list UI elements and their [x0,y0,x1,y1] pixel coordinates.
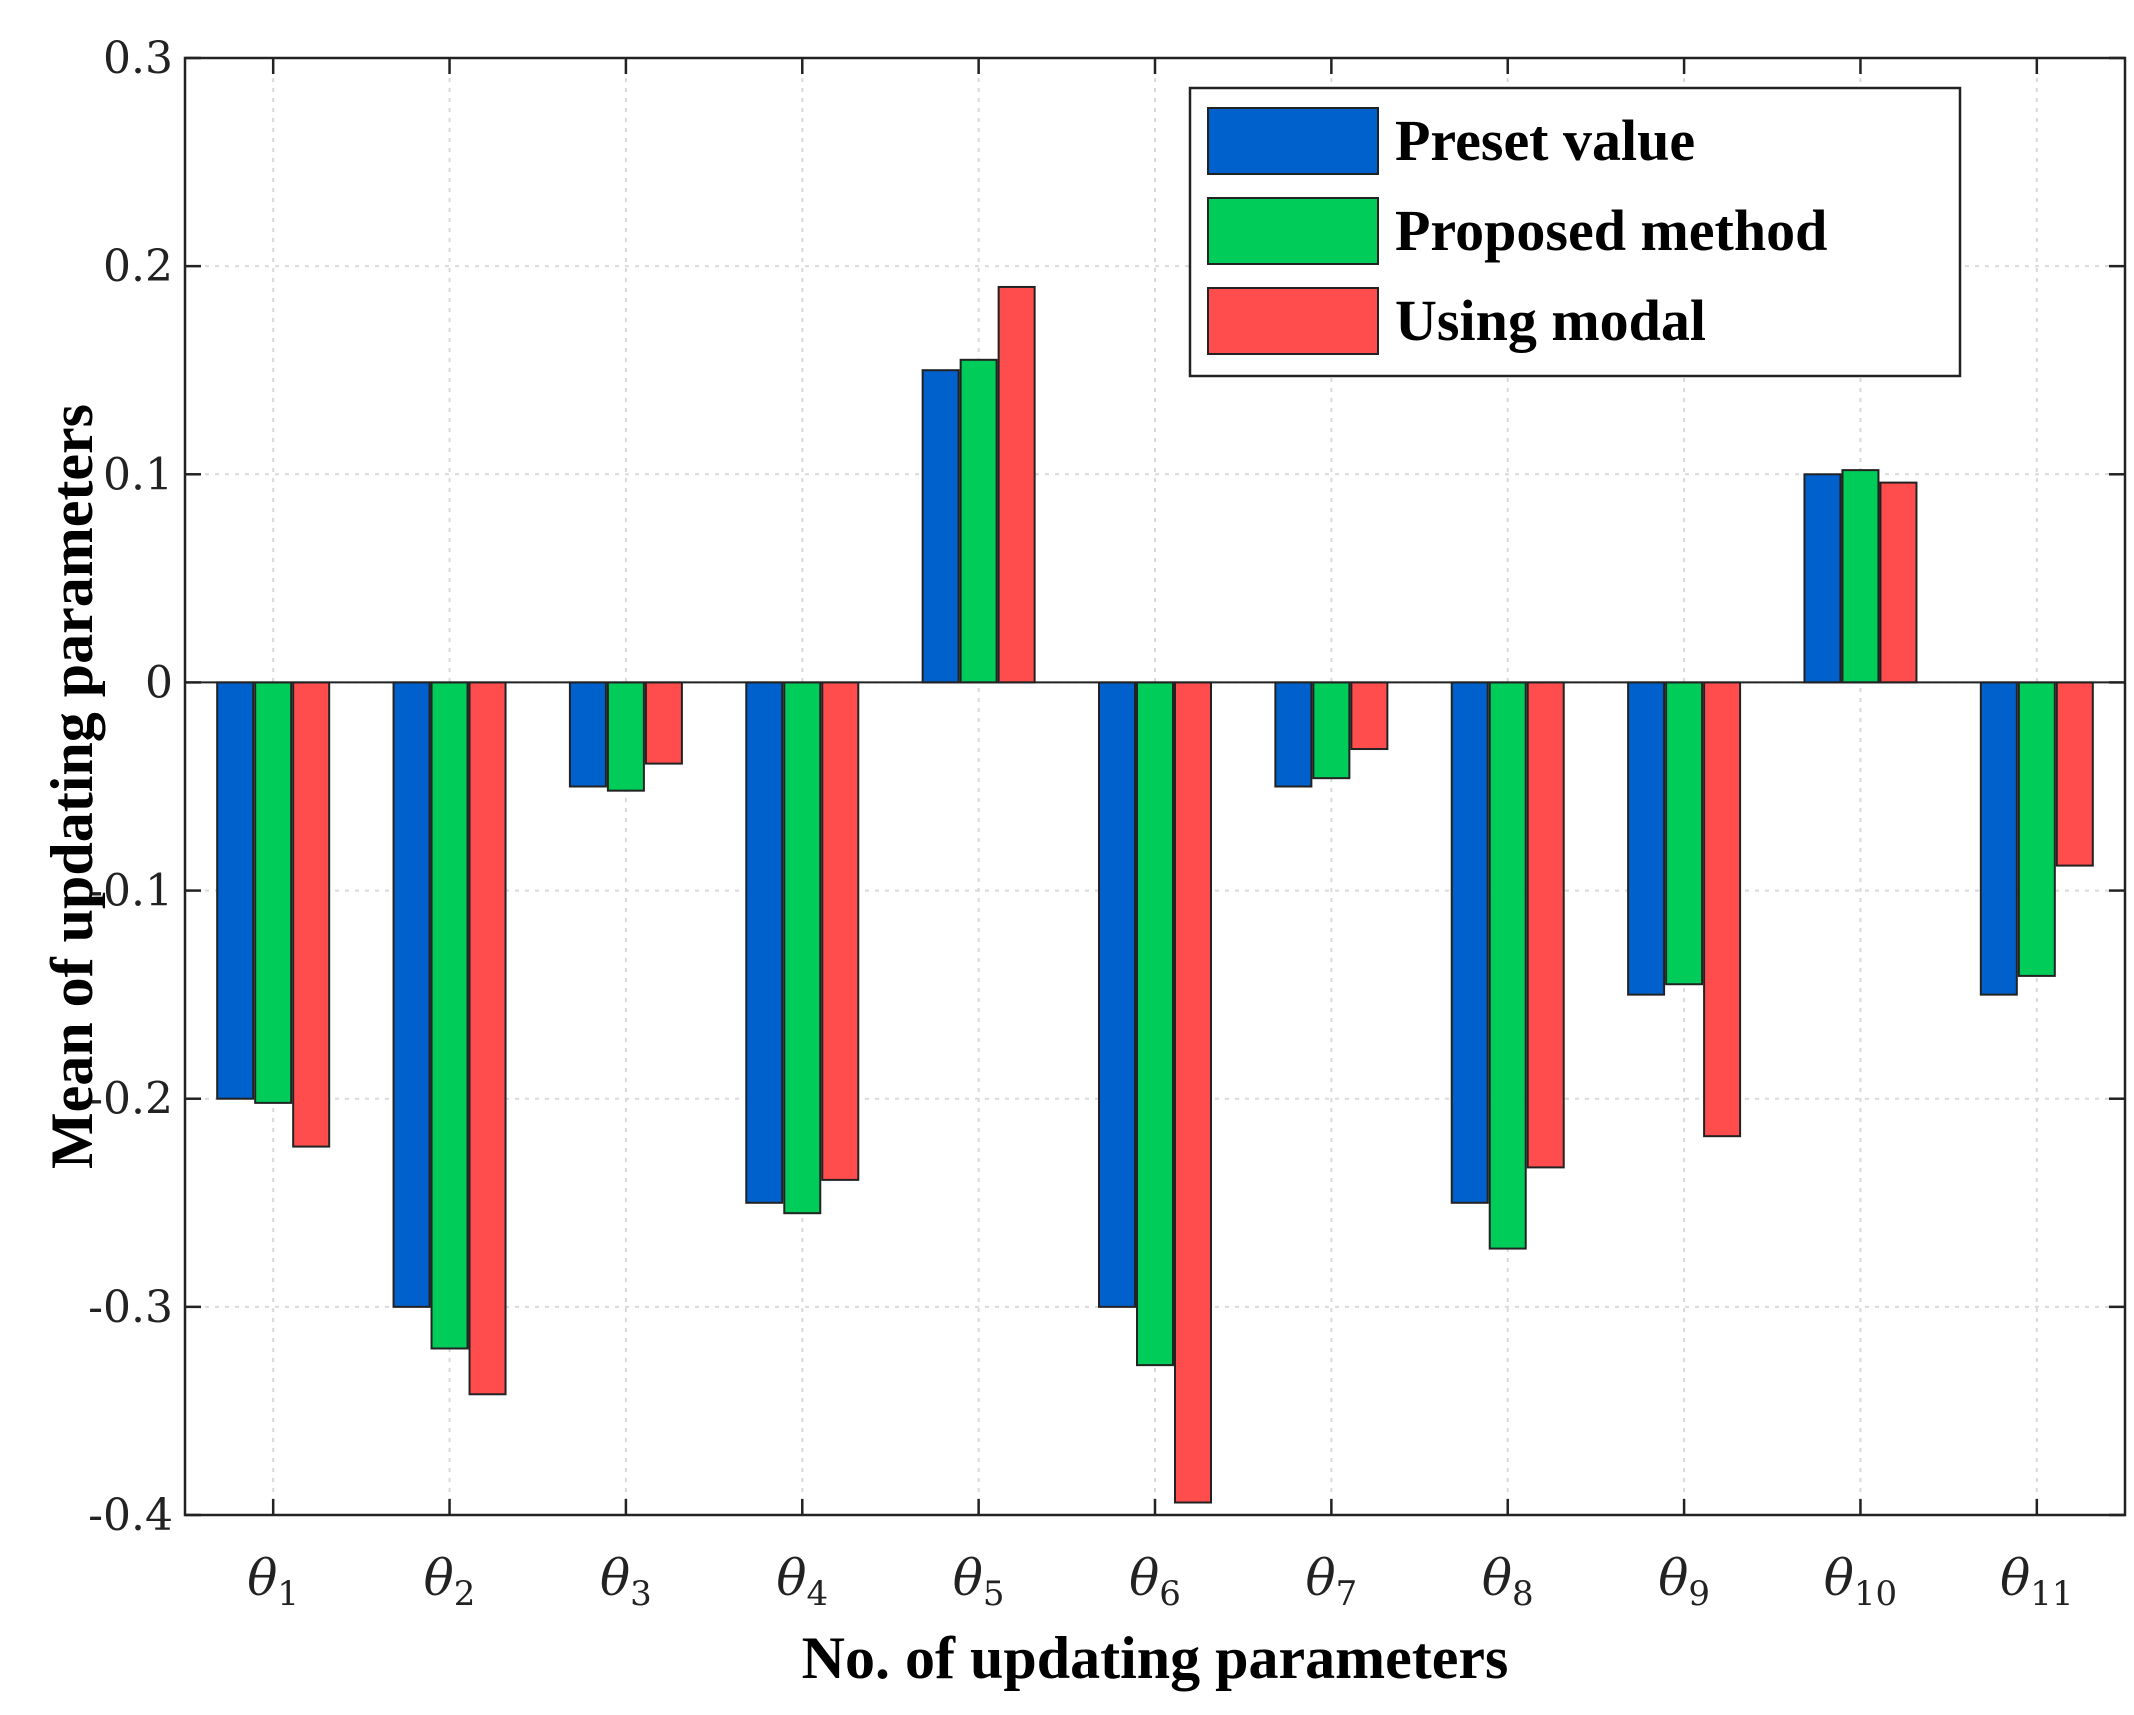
legend-label-3: Using modal [1395,288,1706,353]
bar-1-1 [216,681,255,1100]
bar-1-11 [1979,681,2018,996]
bars-group [216,285,2094,1504]
x-tick-label: θ7 [1305,1549,1357,1614]
bar-2-2 [430,681,469,1350]
bar-3-10 [1879,481,1918,684]
bar-3-4 [821,681,860,1181]
x-tick-label: θ5 [953,1549,1005,1614]
legend-label-2: Proposed method [1395,198,1827,263]
bar-2-4 [783,681,822,1215]
legend: Preset value Proposed method Using modal [1188,86,1962,378]
bar-1-6 [1098,681,1136,1308]
bar-3-6 [1174,681,1212,1504]
bar-2-10 [1841,469,1880,684]
bar-2-1 [254,681,293,1104]
x-tick-label: θ4 [776,1549,828,1614]
axes [183,56,2127,1517]
y-tick-label: -0.3 [88,1282,173,1333]
bar-1-9 [1627,681,1666,996]
bar-1-10 [1803,473,1842,684]
bar-1-5 [921,369,960,684]
bar-3-8 [1526,681,1565,1169]
y-tick-label: 0 [145,657,173,708]
legend-swatch-3 [1207,287,1379,355]
bar-3-9 [1703,681,1742,1138]
bar-3-7 [1350,681,1389,751]
y-tick-label: -0.1 [88,866,173,917]
x-tick-label: θ3 [600,1549,652,1614]
bar-1-4 [745,681,784,1204]
bar-2-6 [1136,681,1174,1367]
x-tick-label: θ11 [2000,1549,2073,1614]
legend-swatch-2 [1207,197,1379,265]
x-tick-label: θ10 [1824,1549,1897,1614]
y-tick-label: 0.1 [103,449,173,500]
x-tick-label: θ1 [247,1549,299,1614]
y-tick-label: -0.4 [88,1490,173,1541]
bar-2-8 [1488,681,1527,1250]
bar-1-2 [392,681,431,1308]
bar-2-3 [606,681,645,792]
bar-1-8 [1450,681,1489,1204]
bar-3-1 [292,681,331,1148]
bar-1-3 [568,681,607,788]
legend-swatch-1 [1207,107,1379,175]
x-tick-label: θ9 [1658,1549,1710,1614]
bar-3-5 [997,285,1036,684]
legend-label-1: Preset value [1395,108,1695,173]
x-tick-label: θ8 [1482,1549,1534,1614]
bar-1-7 [1274,681,1313,788]
bar-3-2 [468,681,507,1396]
y-tick-label: 0.3 [103,33,173,84]
y-tick-label: 0.2 [103,241,173,292]
x-tick-label: θ2 [424,1549,476,1614]
bar-2-5 [959,358,998,684]
bar-2-9 [1665,681,1704,986]
x-tick-label: θ6 [1129,1549,1181,1614]
y-tick-labels: 0.3 0.2 0.1 0 -0.1 -0.2 -0.3 -0.4 [88,33,173,1541]
x-tick-labels: θ1 θ2 θ3 θ4 θ5 θ6 θ7 θ8 θ9 θ10 θ11 [247,1549,2073,1614]
bar-3-11 [2055,681,2094,867]
y-tick-label: -0.2 [88,1074,173,1125]
bar-2-7 [1312,681,1351,780]
bar-2-11 [2017,681,2056,977]
y-axis-title: Mean of updating parameters [39,404,105,1169]
x-axis-title: No. of updating parameters [802,1625,1509,1691]
bar-3-3 [644,681,683,765]
